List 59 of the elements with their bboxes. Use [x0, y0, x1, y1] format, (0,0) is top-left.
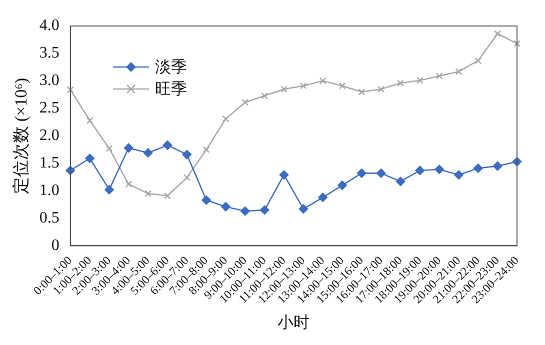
point [106, 145, 113, 152]
y-tick-label: 2.0 [39, 127, 60, 144]
point [222, 115, 230, 122]
point [357, 168, 366, 178]
point [378, 86, 385, 93]
point [66, 86, 74, 94]
point [300, 82, 307, 90]
point [455, 68, 462, 76]
point [338, 180, 347, 190]
y-tick-label: 4.0 [39, 17, 60, 34]
point [436, 72, 443, 80]
point [376, 168, 386, 178]
point [143, 148, 153, 158]
point [85, 154, 94, 164]
legend-label: 旺季 [155, 80, 187, 100]
point [182, 150, 192, 160]
point [298, 204, 308, 214]
point [397, 80, 404, 87]
point [261, 92, 268, 100]
y-tick-label: 1.5 [39, 154, 60, 172]
point [492, 161, 502, 171]
point [242, 98, 249, 106]
point [279, 170, 289, 180]
point [104, 185, 114, 194]
y-tick-label: 1.0 [39, 182, 60, 199]
point [144, 190, 152, 198]
point [86, 117, 94, 124]
y-axis-title: 定位次数 (×10⁶) [12, 78, 31, 194]
point [202, 146, 210, 154]
point [260, 205, 270, 215]
x-axis-title: 小时 [278, 314, 310, 332]
point [183, 174, 190, 182]
point [280, 86, 288, 93]
y-tick-label: 3.5 [39, 44, 60, 62]
legend-label: 淡季 [155, 58, 187, 78]
point [494, 30, 502, 38]
point [416, 76, 424, 84]
point [124, 143, 134, 153]
point [396, 176, 406, 186]
point [358, 88, 366, 96]
point [221, 202, 230, 212]
point [474, 164, 483, 173]
y-tick-label: 3.0 [39, 72, 60, 90]
point [415, 166, 425, 176]
point [338, 82, 346, 90]
point [319, 77, 326, 84]
point [162, 140, 172, 150]
y-tick-label: 0.5 [39, 209, 60, 226]
y-tick-label: 2.5 [39, 100, 60, 117]
point [514, 40, 520, 48]
y-tick-label: 0 [51, 236, 60, 254]
point [240, 206, 250, 216]
point [125, 180, 132, 188]
point [318, 192, 328, 202]
point [434, 164, 444, 174]
point [454, 170, 464, 180]
point [474, 57, 482, 64]
point [164, 192, 171, 200]
point [202, 195, 211, 205]
